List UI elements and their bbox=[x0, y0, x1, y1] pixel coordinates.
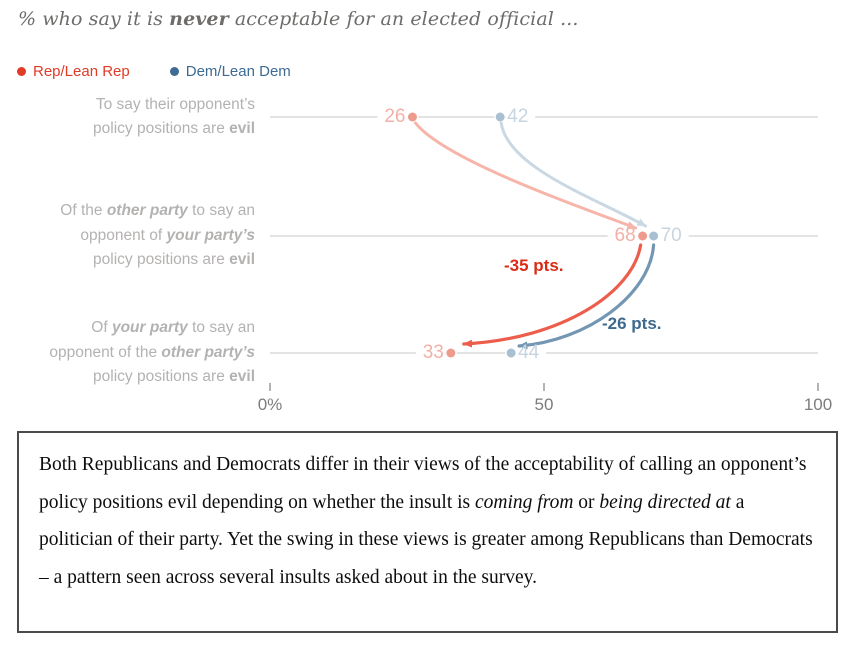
legend-dot-icon bbox=[169, 67, 179, 76]
chart-canvas bbox=[269, 112, 819, 391]
text-segment: never bbox=[169, 8, 229, 30]
text-segment: opponent of bbox=[80, 226, 167, 244]
axis-tick-label: 100 bbox=[803, 395, 833, 414]
value-label-dem: 42 bbox=[507, 106, 529, 127]
chart-title: % who say it is never acceptable for an … bbox=[18, 8, 838, 30]
value-label-dem: 70 bbox=[660, 225, 682, 246]
text-segment: acceptable for an elected official ... bbox=[228, 8, 579, 30]
text-segment: opponent of the bbox=[49, 343, 162, 361]
legend: Rep/Lean Rep Dem/Lean Dem bbox=[17, 63, 291, 80]
category-label: To say their opponent’s policy positions … bbox=[93, 93, 255, 142]
text-segment: policy positions are bbox=[93, 251, 230, 269]
value-label-rep: 33 bbox=[422, 342, 444, 363]
text-segment: evil bbox=[229, 120, 255, 137]
swing-annotation: -26 pts. bbox=[602, 314, 662, 333]
text-segment: evil bbox=[229, 368, 255, 386]
text-segment: your party bbox=[111, 319, 188, 337]
text-segment: policy positions are bbox=[93, 368, 230, 386]
text-segment: to say an bbox=[187, 319, 255, 337]
value-label-dem: 44 bbox=[518, 342, 540, 363]
text-segment: evil bbox=[229, 251, 255, 269]
text-segment: other party’s bbox=[161, 343, 255, 361]
flow-arrow bbox=[517, 243, 656, 350]
category-label: Of the other party to say an opponent of … bbox=[60, 199, 255, 273]
value-label-rep: 26 bbox=[384, 106, 406, 127]
dot-dem bbox=[495, 112, 505, 122]
flow-arrow bbox=[499, 121, 648, 228]
axis-tick-label: 50 bbox=[534, 395, 554, 414]
summary-text: Both Republicans and Democrats differ in… bbox=[19, 433, 836, 596]
dot-dem bbox=[506, 348, 516, 358]
text-segment: a politician of their party. Yet the swi… bbox=[39, 491, 813, 588]
legend-label: Dem/Lean Dem bbox=[185, 63, 291, 80]
text-segment: Both Republicans and Democrats differ in… bbox=[39, 454, 807, 513]
axis-tick-label: 0% bbox=[257, 395, 283, 414]
chart-area: To say their opponent’s policy positions … bbox=[49, 93, 833, 415]
text-segment: being directed at bbox=[599, 491, 731, 513]
text-segment: other party bbox=[106, 202, 188, 220]
dot-rep bbox=[638, 231, 648, 241]
summary-box: Both Republicans and Democrats differ in… bbox=[17, 431, 838, 633]
text-segment: To say their opponent’s bbox=[95, 95, 255, 113]
swing-annotation: -35 pts. bbox=[504, 256, 564, 275]
text-segment: coming from bbox=[475, 491, 574, 513]
text-segment: your party’s bbox=[166, 226, 255, 244]
category-label: Of your party to say an opponent of the o… bbox=[49, 316, 255, 390]
text-segment: % who say it is bbox=[18, 8, 170, 30]
flow-arrow bbox=[413, 121, 638, 230]
value-label-rep: 68 bbox=[614, 225, 636, 246]
dot-dem bbox=[649, 231, 659, 241]
legend-dot-icon bbox=[17, 67, 26, 76]
flow-arrow bbox=[462, 243, 643, 348]
dot-rep bbox=[446, 348, 456, 358]
dot-rep bbox=[407, 112, 417, 122]
text-segment: policy positions are bbox=[93, 120, 230, 137]
legend-item-dem: Dem/Lean Dem bbox=[169, 63, 291, 80]
text-segment: to say an bbox=[187, 202, 255, 220]
legend-label: Rep/Lean Rep bbox=[33, 63, 130, 80]
text-segment: or bbox=[573, 491, 600, 513]
legend-item-rep: Rep/Lean Rep bbox=[17, 63, 130, 80]
text-segment: Of bbox=[91, 319, 112, 337]
text-segment: Of the bbox=[60, 202, 107, 220]
